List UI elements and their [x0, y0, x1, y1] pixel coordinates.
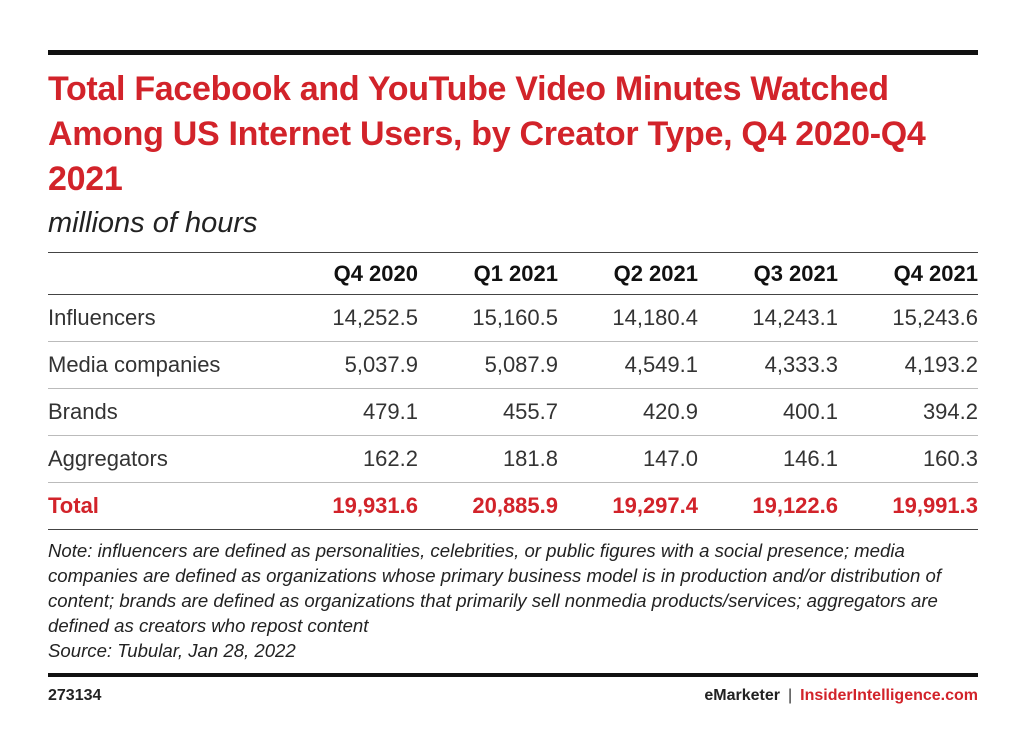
source-text: Source: Tubular, Jan 28, 2022 [48, 640, 296, 661]
table-row: Media companies 5,037.9 5,087.9 4,549.1 … [48, 341, 978, 389]
footer: 273134 eMarketer | InsiderIntelligence.com [48, 687, 978, 705]
column-header: Q4 2021 [893, 260, 978, 286]
table-cell: 4,193.2 [838, 341, 978, 389]
table-cell: 15,243.6 [838, 294, 978, 342]
total-cell: 20,885.9 [418, 482, 558, 530]
table-cell: 4,549.1 [558, 341, 698, 389]
total-cell: 19,122.6 [698, 482, 838, 530]
brand-separator: | [788, 687, 793, 704]
column-header: Q3 2021 [753, 260, 838, 286]
table-cell: 4,333.3 [698, 341, 838, 389]
table-cell: 14,243.1 [698, 294, 838, 342]
top-rule [48, 50, 978, 55]
chart-title: Total Facebook and YouTube Video Minutes… [48, 70, 926, 198]
table-cell: 420.9 [558, 388, 698, 436]
chart-card: Total Facebook and YouTube Video Minutes… [48, 50, 978, 705]
row-label: Media companies [48, 341, 278, 389]
table-cell: 15,160.5 [418, 294, 558, 342]
table-cell: 146.1 [698, 435, 838, 483]
footnote: Note: influencers are defined as persona… [48, 538, 978, 663]
column-header: Q1 2021 [473, 260, 558, 286]
table-cell: 5,037.9 [278, 341, 418, 389]
column-header: Q4 2020 [333, 260, 418, 286]
data-table: Q4 2020 Q1 2021 Q2 2021 Q3 2021 Q4 2021 … [48, 252, 978, 530]
total-cell: 19,991.3 [838, 482, 978, 530]
table-cell: 14,252.5 [278, 294, 418, 342]
total-row: Total 19,931.6 20,885.9 19,297.4 19,122.… [48, 482, 978, 530]
total-cell: 19,931.6 [278, 482, 418, 530]
table-cell: 5,087.9 [418, 341, 558, 389]
brand-emarketer: eMarketer [704, 687, 781, 704]
total-label: Total [48, 482, 278, 530]
row-label: Brands [48, 388, 278, 436]
table-cell: 181.8 [418, 435, 558, 483]
column-header: Q2 2021 [613, 260, 698, 286]
table-row: Influencers 14,252.5 15,160.5 14,180.4 1… [48, 294, 978, 342]
table-cell: 160.3 [838, 435, 978, 483]
chart-id: 273134 [48, 687, 102, 704]
corner-header [48, 253, 278, 295]
brand-lockup: eMarketer | InsiderIntelligence.com [704, 687, 978, 705]
note-text: Note: influencers are defined as persona… [48, 540, 941, 636]
table-cell: 394.2 [838, 388, 978, 436]
table-cell: 14,180.4 [558, 294, 698, 342]
brand-insider-intelligence: InsiderIntelligence.com [800, 687, 978, 704]
table-cell: 455.7 [418, 388, 558, 436]
table-row: Brands 479.1 455.7 420.9 400.1 394.2 [48, 388, 978, 436]
table-cell: 162.2 [278, 435, 418, 483]
table-cell: 400.1 [698, 388, 838, 436]
bottom-rule [48, 673, 978, 677]
table-cell: 147.0 [558, 435, 698, 483]
row-label: Influencers [48, 294, 278, 342]
table-cell: 479.1 [278, 388, 418, 436]
row-label: Aggregators [48, 435, 278, 483]
header-row: Q4 2020 Q1 2021 Q2 2021 Q3 2021 Q4 2021 [48, 252, 978, 295]
chart-subtitle: millions of hours [48, 207, 258, 239]
table-row: Aggregators 162.2 181.8 147.0 146.1 160.… [48, 435, 978, 483]
total-cell: 19,297.4 [558, 482, 698, 530]
